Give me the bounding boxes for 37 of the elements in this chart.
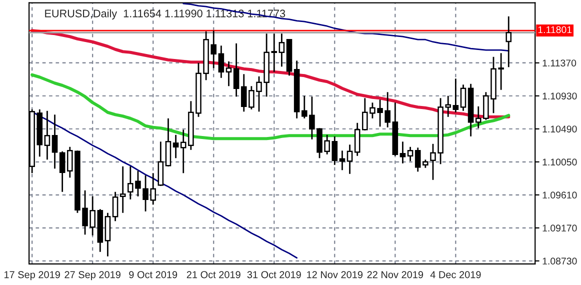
candlestick: [400, 140, 406, 164]
candlestick: [59, 150, 66, 193]
x-tick-label: 31 Oct 2019: [247, 271, 301, 278]
x-tick-label: 17 Sep 2019: [4, 271, 60, 280]
candlestick: [407, 146, 414, 162]
x-tick-label: 9 Oct 2019: [129, 271, 178, 278]
candlestick: [278, 32, 285, 68]
x-tick-label: 22 Nov 2019: [367, 271, 424, 278]
y-tick-label: 1.10930: [542, 92, 577, 100]
candlestick: [158, 140, 164, 187]
candlestick: [354, 122, 360, 157]
candlestick: [120, 166, 126, 214]
y-tick-label: 1.09170: [542, 224, 577, 232]
candlestick: [112, 191, 118, 222]
x-tick-label: 27 Sep 2019: [64, 271, 120, 280]
y-tick-label: 1.10050: [542, 158, 577, 166]
candlestick: [172, 134, 179, 159]
candlestick: [452, 78, 459, 114]
ref-line-label: 1.11801: [538, 26, 572, 34]
x-tick-label: 12 Nov 2019: [307, 271, 363, 278]
y-tick-label: 1.08730: [542, 258, 577, 265]
candlestick: [460, 84, 466, 112]
y-tick-label: 1.10490: [542, 126, 577, 132]
candlestick: [332, 136, 338, 166]
candlestick: [506, 16, 512, 68]
candlestick: [226, 60, 232, 87]
y-tick-label: 1.11370: [542, 60, 576, 66]
candlestick: [233, 42, 240, 98]
candlestick: [52, 114, 58, 170]
candlestick: [339, 150, 346, 171]
y-tick-label: 1.09610: [542, 192, 577, 199]
candlestick: [44, 110, 50, 160]
candlestick: [218, 44, 224, 79]
x-tick-label: 4 Dec 2019: [430, 271, 481, 278]
x-tick-label: 21 Oct 2019: [186, 271, 240, 278]
candlestick: [346, 144, 353, 175]
candlestick: [414, 146, 421, 172]
